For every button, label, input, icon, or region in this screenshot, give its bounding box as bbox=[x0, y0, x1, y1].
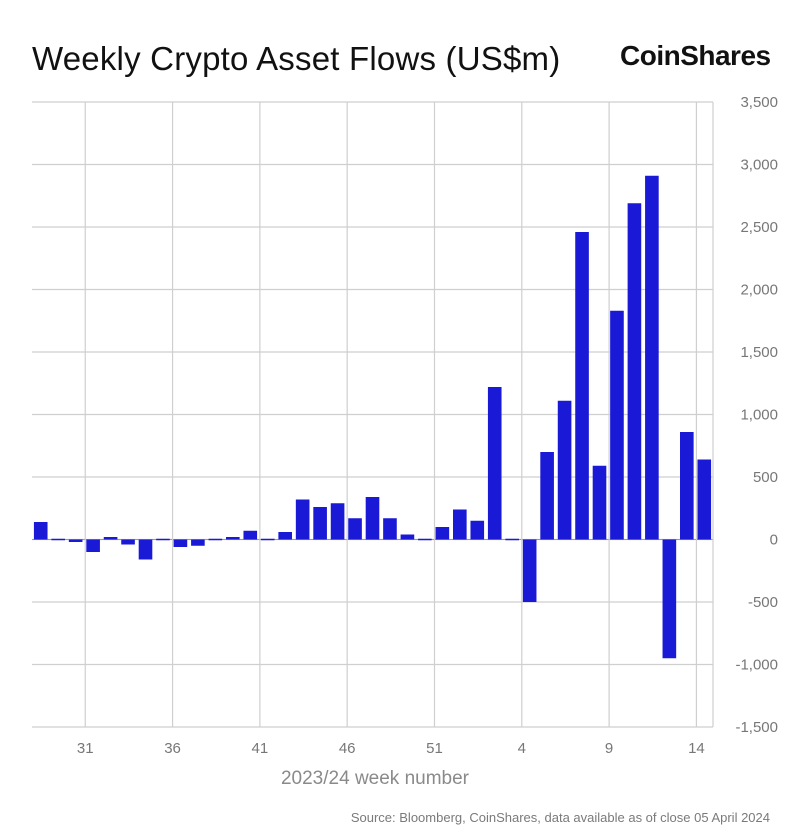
bar-week-10 bbox=[627, 203, 642, 540]
bar-week-9 bbox=[610, 310, 624, 540]
bar-week-43 bbox=[295, 499, 310, 540]
bar-week-49 bbox=[400, 534, 415, 540]
y-tick-label: 2,000 bbox=[740, 282, 778, 299]
bar-week-50 bbox=[418, 538, 432, 541]
y-tick-label: 1,000 bbox=[740, 407, 778, 424]
bar-week-39 bbox=[226, 537, 240, 540]
bar-week-52 bbox=[453, 509, 467, 540]
bar-week-41 bbox=[260, 538, 275, 541]
bar-week-12 bbox=[662, 539, 677, 659]
bar-week-45 bbox=[330, 503, 345, 540]
bar-week-46 bbox=[348, 518, 362, 540]
bar-week-47 bbox=[365, 497, 380, 540]
bar-chart: 3,500 3,000 2,500 2,000 1,500 1,000 500 0 -500 -1… bbox=[32, 94, 778, 789]
x-tick-label: 46 bbox=[339, 740, 356, 757]
x-tick-label: 41 bbox=[252, 740, 269, 757]
bar-week-14 bbox=[697, 459, 712, 540]
y-tick-label: 3,000 bbox=[740, 157, 778, 174]
bar-week-29 bbox=[51, 538, 65, 541]
x-tick-label: 51 bbox=[426, 740, 443, 757]
y-tick-label: 1,500 bbox=[740, 344, 778, 361]
bar-week-28 bbox=[33, 522, 48, 540]
y-tick-label: 3,500 bbox=[740, 94, 778, 111]
bar-week-11 bbox=[645, 175, 659, 540]
bar-week-34 bbox=[138, 539, 153, 560]
bar-week-38 bbox=[208, 538, 223, 541]
x-tick-label: 9 bbox=[605, 740, 613, 757]
bar-week-35 bbox=[156, 538, 170, 541]
bar-week-48 bbox=[383, 518, 397, 540]
bar-week-51 bbox=[435, 527, 450, 540]
y-tick-label: 0 bbox=[770, 532, 778, 549]
bar-week-4 bbox=[522, 539, 537, 602]
y-tick-label: -500 bbox=[748, 594, 778, 611]
bar-week-6 bbox=[557, 400, 572, 540]
bar-week-32 bbox=[103, 537, 118, 540]
bar-series bbox=[33, 175, 712, 659]
y-axis-tick-labels: 3,500 3,000 2,500 2,000 1,500 1,000 500 0 -500 -1… bbox=[735, 94, 778, 736]
bar-week-8 bbox=[592, 465, 607, 540]
source-note: Source: Bloomberg, CoinShares, data avai… bbox=[350, 810, 770, 825]
bar-week-3 bbox=[505, 538, 519, 541]
bar-week-44 bbox=[313, 507, 327, 540]
bar-week-42 bbox=[278, 532, 292, 540]
y-tick-label: -1,500 bbox=[735, 719, 778, 736]
bar-week-30 bbox=[68, 539, 83, 542]
bar-week-37 bbox=[191, 539, 205, 546]
x-axis-label: 2023/24 week number bbox=[281, 768, 470, 789]
y-tick-label: -1,000 bbox=[735, 657, 778, 674]
x-tick-label: 14 bbox=[688, 740, 705, 757]
bar-week-5 bbox=[540, 452, 554, 540]
x-tick-label: 4 bbox=[518, 740, 526, 757]
x-axis-tick-labels: 31 36 41 46 51 4 9 14 bbox=[77, 740, 705, 757]
bar-week-2 bbox=[487, 387, 502, 540]
x-tick-label: 31 bbox=[77, 740, 94, 757]
coinshares-logo: CoinShares bbox=[620, 40, 771, 71]
bar-week-31 bbox=[86, 539, 100, 552]
y-tick-label: 500 bbox=[753, 469, 778, 486]
vertical-gridlines bbox=[84, 102, 714, 727]
bar-week-36 bbox=[173, 539, 188, 547]
bar-week-7 bbox=[575, 232, 589, 540]
chart-title: Weekly Crypto Asset Flows (US$m) bbox=[32, 40, 561, 77]
bar-week-40 bbox=[243, 530, 258, 540]
x-tick-label: 36 bbox=[164, 740, 181, 757]
bar-week-33 bbox=[121, 539, 135, 545]
y-tick-label: 2,500 bbox=[740, 219, 778, 236]
bar-week-1 bbox=[470, 520, 485, 540]
bar-week-13 bbox=[680, 432, 694, 540]
